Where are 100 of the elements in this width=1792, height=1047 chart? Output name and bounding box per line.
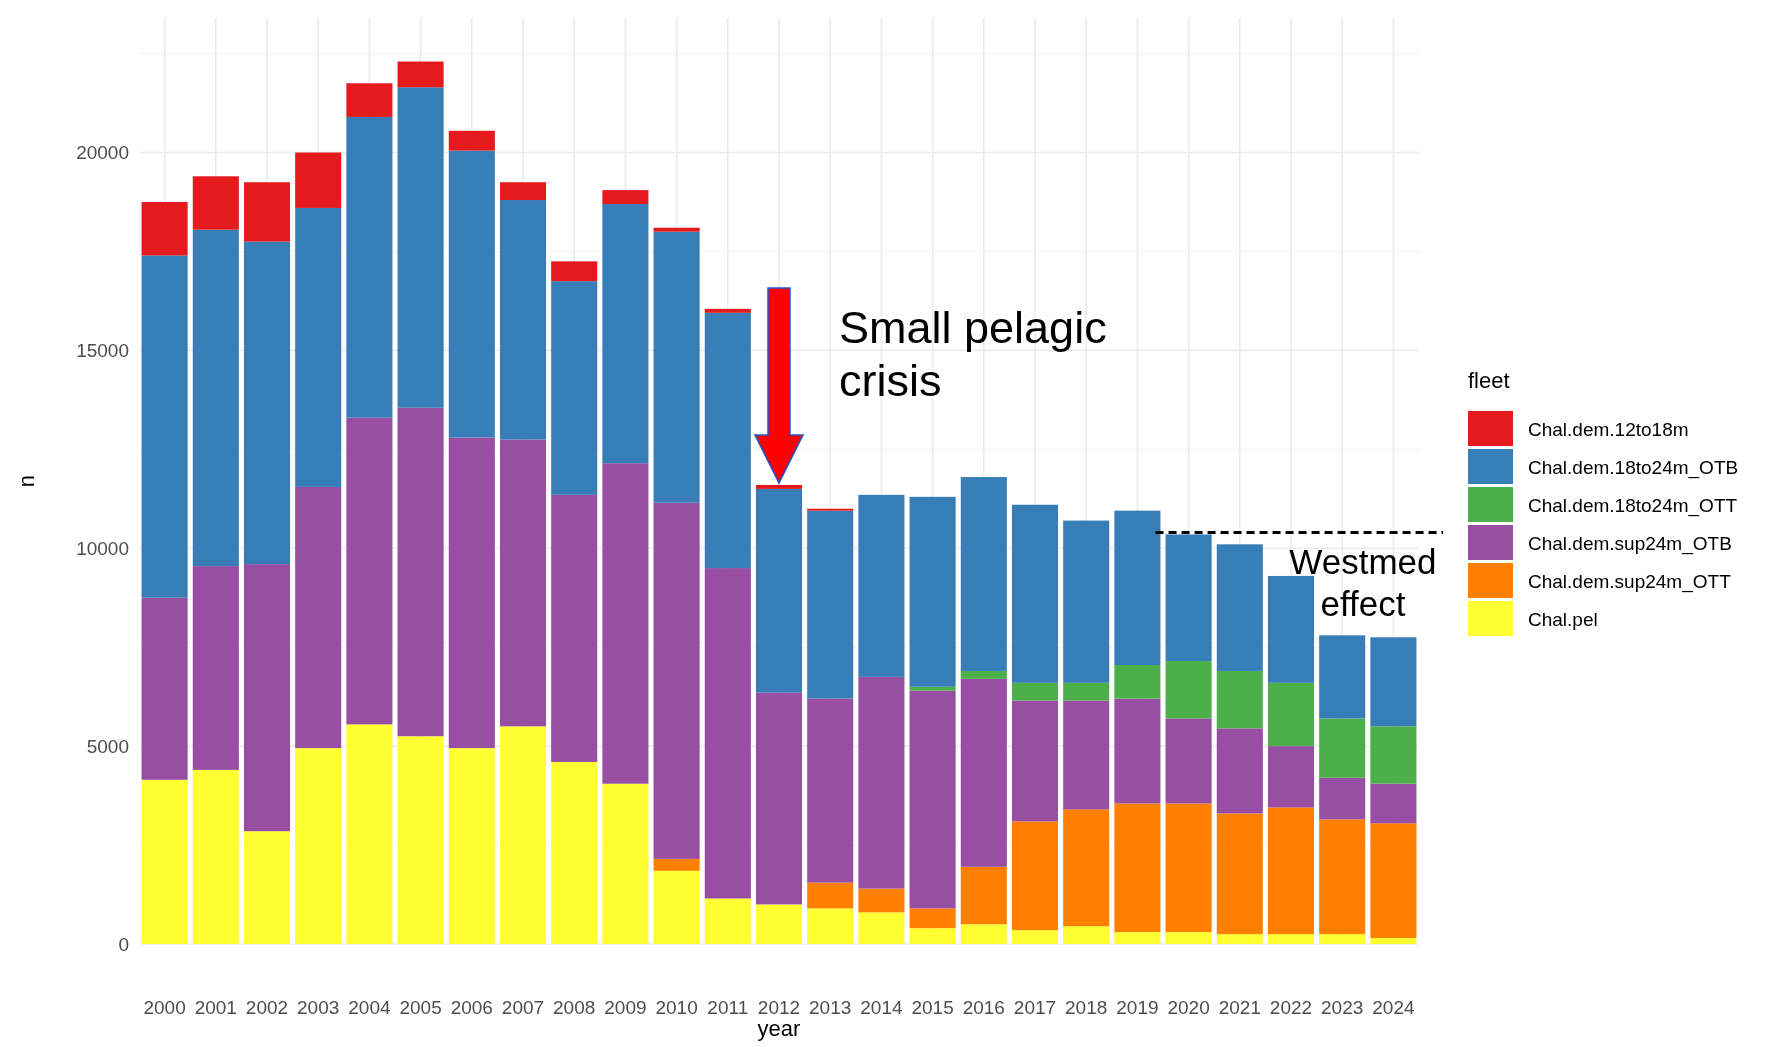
bar (192, 229, 239, 567)
bar (858, 494, 905, 677)
bar (397, 61, 444, 88)
bar (1011, 930, 1059, 944)
bar (192, 566, 239, 770)
bar (295, 748, 342, 944)
bar (960, 924, 1007, 944)
bar (909, 690, 956, 909)
annotation: Small pelagic crisis (839, 301, 1107, 406)
bar (192, 769, 239, 944)
bar (1370, 823, 1417, 939)
bar (141, 202, 188, 256)
bar (499, 726, 547, 944)
legend-label: Chal.dem.sup24m_OTT (1528, 570, 1732, 593)
bar (1063, 809, 1110, 927)
bar (1114, 932, 1161, 944)
x-tick-label: 2024 (1372, 997, 1415, 1018)
bar (551, 281, 598, 495)
bar (1114, 665, 1161, 699)
bar (909, 928, 956, 944)
bar (1267, 682, 1315, 747)
x-tick-label: 2023 (1321, 997, 1364, 1018)
bar (807, 908, 854, 944)
bar (346, 724, 393, 944)
bar (1114, 698, 1161, 804)
x-tick-label: 2005 (399, 997, 442, 1018)
bar (1319, 635, 1366, 719)
bar (1370, 783, 1417, 824)
bar (755, 484, 803, 489)
legend-label: Chal.dem.18to24m_OTB (1528, 456, 1739, 479)
bar (1319, 777, 1366, 820)
bar (243, 182, 291, 242)
bar (960, 670, 1007, 679)
bar (141, 597, 188, 780)
bar (1165, 718, 1212, 804)
bar (960, 866, 1007, 925)
bar (1216, 934, 1263, 944)
bar (704, 568, 751, 899)
bar (602, 203, 649, 464)
y-tick-label: 10000 (76, 537, 129, 559)
bar (602, 463, 649, 784)
x-tick-label: 2014 (860, 997, 903, 1018)
x-tick-label: 2004 (348, 997, 391, 1018)
x-axis-title: year (757, 1016, 801, 1041)
bar (295, 207, 342, 487)
y-tick-label: 5000 (86, 735, 129, 757)
bar (755, 692, 803, 905)
x-tick-label: 2006 (450, 997, 493, 1018)
bar (141, 779, 188, 944)
bar (397, 736, 444, 944)
bar (295, 486, 342, 749)
bar (397, 407, 444, 737)
bar (1165, 661, 1212, 719)
bar (755, 904, 803, 944)
x-tick-label: 2009 (604, 997, 647, 1018)
bar (858, 676, 905, 889)
bar (1011, 682, 1059, 701)
bar (858, 888, 905, 913)
bar (243, 241, 291, 565)
bar (1165, 534, 1212, 662)
bar (1063, 700, 1110, 810)
bar (1114, 803, 1161, 933)
x-tick-label: 2011 (707, 997, 749, 1018)
bar (755, 488, 803, 693)
bar (1063, 682, 1110, 701)
bar (346, 116, 393, 418)
legend-label: Chal.dem.12to18m (1528, 418, 1689, 440)
bar (653, 231, 700, 503)
bar (1370, 637, 1417, 727)
x-tick-label: 2002 (245, 997, 289, 1018)
bar (807, 698, 854, 883)
bar (243, 831, 291, 944)
bar (551, 494, 598, 762)
bar (448, 150, 495, 438)
legend-label: Chal.dem.18to24m_OTT (1528, 494, 1738, 517)
bar (1216, 813, 1263, 935)
y-tick-label: 20000 (76, 142, 129, 164)
x-tick-label: 2010 (655, 997, 698, 1018)
bar (1165, 803, 1212, 933)
x-tick-label: 2017 (1013, 997, 1057, 1018)
x-tick-label: 2021 (1218, 997, 1261, 1018)
x-tick-label: 2008 (553, 997, 596, 1018)
ref-line-label: Westmed effect (1289, 542, 1437, 624)
bar (653, 227, 700, 232)
bar (1011, 821, 1059, 931)
x-tick-label: 2020 (1167, 997, 1210, 1018)
bar (1267, 575, 1315, 683)
legend-label: Chal.dem.sup24m_OTB (1528, 532, 1732, 555)
bar (141, 255, 188, 598)
bar (1370, 726, 1417, 784)
bar (346, 83, 393, 117)
bar (653, 870, 700, 944)
x-tick-label: 2001 (194, 997, 237, 1018)
bar (397, 87, 444, 408)
bar (909, 908, 956, 929)
y-tick-label: 15000 (76, 340, 129, 362)
bar (551, 261, 598, 282)
bar (192, 176, 239, 230)
bar (448, 130, 495, 151)
bar (1267, 807, 1315, 935)
